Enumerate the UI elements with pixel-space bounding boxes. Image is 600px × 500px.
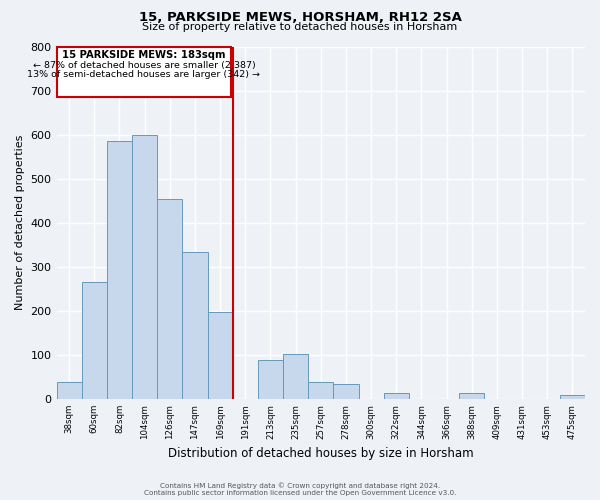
- Y-axis label: Number of detached properties: Number of detached properties: [15, 135, 25, 310]
- Bar: [459, 393, 484, 399]
- Text: 15, PARKSIDE MEWS, HORSHAM, RH12 2SA: 15, PARKSIDE MEWS, HORSHAM, RH12 2SA: [139, 11, 461, 24]
- FancyBboxPatch shape: [56, 46, 232, 97]
- Bar: [107, 141, 132, 399]
- X-axis label: Distribution of detached houses by size in Horsham: Distribution of detached houses by size …: [168, 447, 473, 460]
- Bar: [157, 200, 182, 399]
- Text: Contains HM Land Registry data © Crown copyright and database right 2024.: Contains HM Land Registry data © Crown c…: [160, 482, 440, 489]
- Bar: [334, 384, 359, 399]
- Bar: [560, 396, 585, 399]
- Text: Contains public sector information licensed under the Open Government Licence v3: Contains public sector information licen…: [144, 490, 456, 496]
- Bar: [182, 252, 208, 399]
- Bar: [208, 312, 233, 399]
- Bar: [283, 354, 308, 399]
- Bar: [82, 282, 107, 399]
- Text: Size of property relative to detached houses in Horsham: Size of property relative to detached ho…: [142, 22, 458, 32]
- Bar: [132, 134, 157, 399]
- Bar: [258, 360, 283, 399]
- Bar: [56, 382, 82, 399]
- Bar: [308, 382, 334, 399]
- Text: 15 PARKSIDE MEWS: 183sqm: 15 PARKSIDE MEWS: 183sqm: [62, 50, 226, 60]
- Text: ← 87% of detached houses are smaller (2,387): ← 87% of detached houses are smaller (2,…: [32, 60, 256, 70]
- Bar: [383, 393, 409, 399]
- Text: 13% of semi-detached houses are larger (342) →: 13% of semi-detached houses are larger (…: [28, 70, 260, 80]
